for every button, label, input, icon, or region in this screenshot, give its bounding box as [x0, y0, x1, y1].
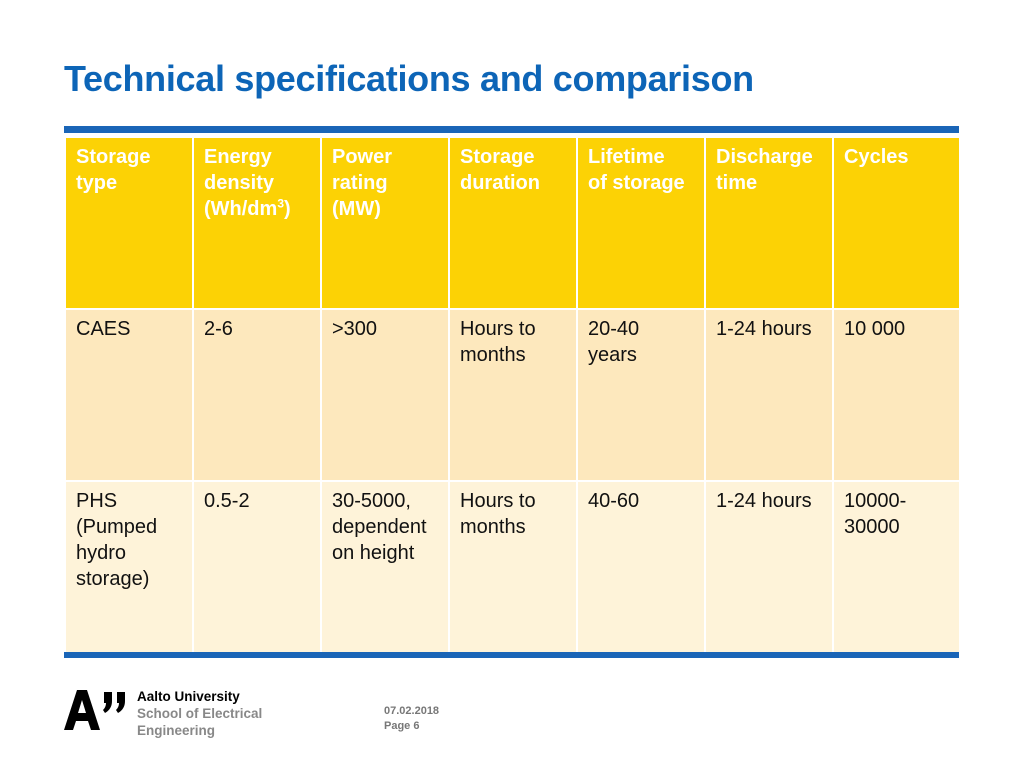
table-cell: Hours to months	[448, 308, 578, 482]
top-divider	[64, 126, 959, 133]
table-header-row: Storage type Energy density (Wh/dm3) Pow…	[64, 136, 961, 310]
slide-title: Technical specifications and comparison	[64, 58, 754, 99]
university-name: Aalto University	[137, 689, 240, 704]
school-line-2: Engineering	[137, 723, 216, 738]
header-storage-duration: Storage duration	[448, 136, 578, 310]
table-cell: 0.5-2	[192, 480, 322, 657]
university-block: Aalto University School of Electrical En…	[137, 688, 262, 739]
table-row-phs: PHS (Pumped hydro storage) 0.5-2 30-5000…	[64, 480, 961, 657]
aalto-logo: A"	[64, 690, 125, 730]
bottom-divider	[64, 652, 959, 658]
table-cell: >300	[320, 308, 450, 482]
school-line-1: School of Electrical	[137, 706, 263, 721]
table-cell: 40-60	[576, 480, 706, 657]
header-discharge-time: Discharge time	[704, 136, 834, 310]
footer-page-number: Page 6	[384, 720, 420, 732]
header-cycles: Cycles	[832, 136, 961, 310]
table-cell: 10000- 30000	[832, 480, 961, 657]
header-storage-type: Storage type	[64, 136, 194, 310]
svg-text:A": A"	[64, 690, 66, 691]
table-cell: 1-24 hours	[704, 308, 834, 482]
table-cell: CAES	[64, 308, 194, 482]
footer-meta: 07.02.2018 Page 6	[384, 704, 439, 734]
table-cell: 2-6	[192, 308, 322, 482]
footer-date: 07.02.2018	[384, 705, 440, 717]
table-cell: 1-24 hours	[704, 480, 834, 657]
header-lifetime: Lifetime of storage	[576, 136, 706, 310]
table-cell: PHS (Pumped hydro storage)	[64, 480, 194, 657]
header-power-rating: Power rating (MW)	[320, 136, 450, 310]
table-cell: Hours to months	[448, 480, 578, 657]
header-energy-density: Energy density (Wh/dm3)	[192, 136, 322, 310]
comparison-table: Storage type Energy density (Wh/dm3) Pow…	[64, 136, 961, 657]
table-cell: 10 000	[832, 308, 961, 482]
table-cell: 20-40 years	[576, 308, 706, 482]
table-cell: 30-5000, dependent on height	[320, 480, 450, 657]
table-row-caes: CAES 2-6 >300 Hours to months 20-40 year…	[64, 308, 961, 482]
